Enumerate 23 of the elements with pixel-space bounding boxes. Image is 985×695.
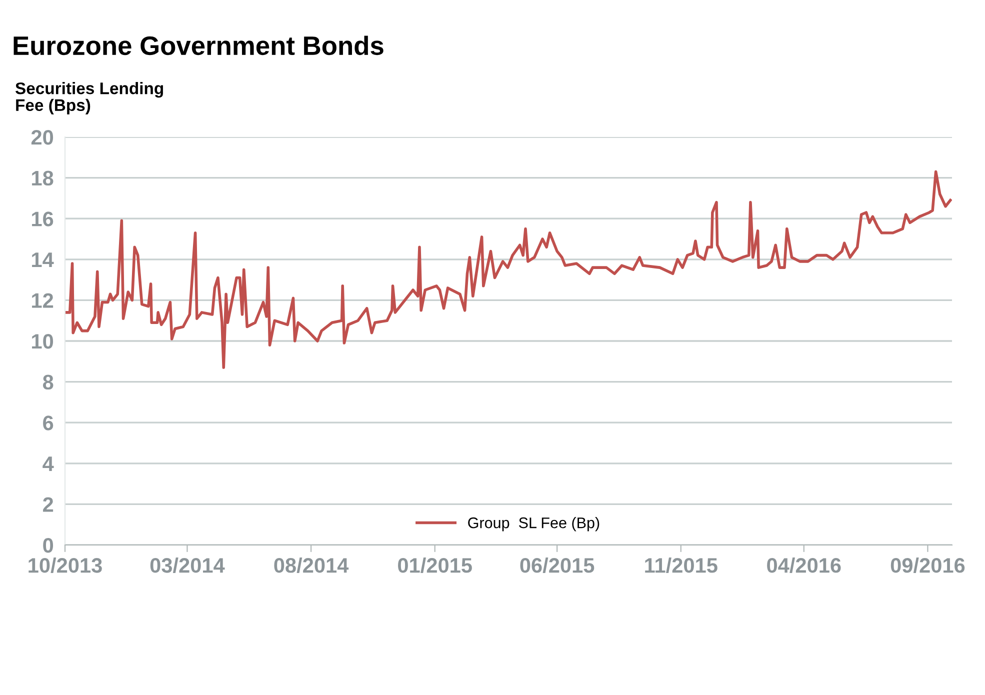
x-tick-label: 01/2015: [398, 558, 472, 574]
y-tick-label: 6: [43, 416, 54, 430]
y-tick-label: 16: [32, 212, 54, 226]
x-tick-label: 06/2015: [520, 558, 594, 574]
chart-title: Eurozone Government Bonds: [14, 36, 384, 56]
y-tick-label: 18: [32, 170, 54, 186]
y-tick-label: 4: [42, 456, 54, 471]
y-tick-label: 10: [32, 334, 54, 349]
y-tick-label: 20: [31, 130, 54, 145]
x-tick-label: 08/2014: [274, 558, 349, 574]
line-series: [65, 170, 952, 369]
legend-label: Group SL Fee (Bp): [468, 517, 600, 532]
y-tick-label: 14: [32, 252, 54, 267]
x-tick-label: 03/2014: [150, 558, 225, 574]
y-tick-label: 2: [43, 497, 54, 512]
x-tick-label: 04/2016: [767, 558, 841, 574]
y-tick-label: 12: [32, 293, 54, 308]
x-tick-label: 09/2016: [890, 558, 965, 574]
x-tick-label: 10/2013: [28, 558, 102, 574]
y-tick-label: 8: [42, 374, 54, 390]
x-tick-label: 11/2015: [645, 558, 718, 574]
y-tick-label: 0: [43, 538, 54, 553]
y-axis-title: Securities Lending Fee (Bps): [15, 82, 163, 114]
